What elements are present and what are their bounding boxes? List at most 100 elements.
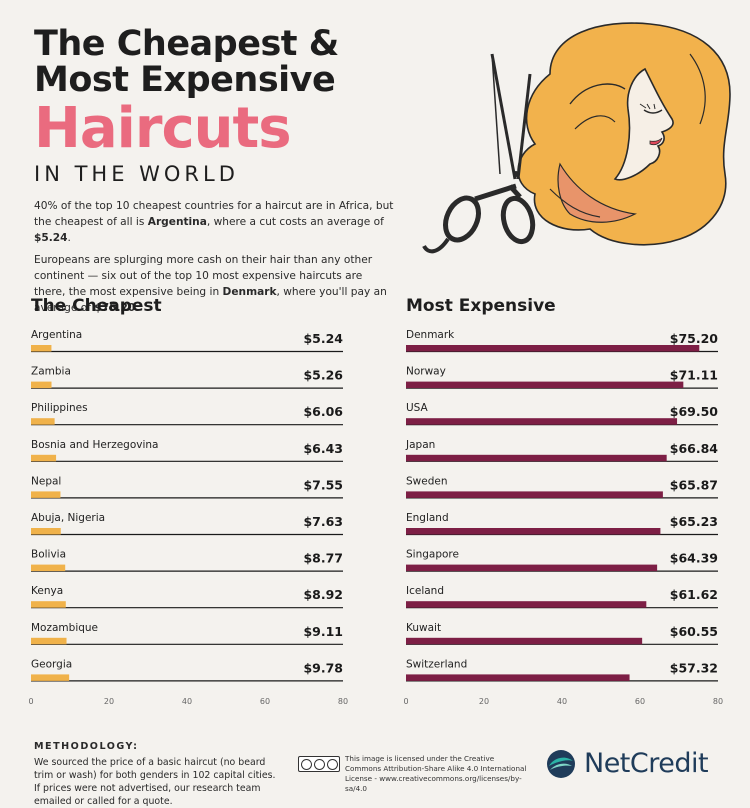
category-label: Denmark — [406, 329, 455, 341]
methodology: METHODOLOGY: We sourced the price of a b… — [34, 740, 284, 808]
intro-p2-a: Europeans are splurging more cash on the… — [34, 254, 373, 298]
license-block: This image is licensed under the Creativ… — [298, 754, 528, 794]
intro-p1-country: Argentina — [147, 216, 207, 228]
value-label: $71.11 — [670, 368, 718, 383]
value-label: $69.50 — [670, 404, 719, 419]
value-label: $9.78 — [303, 660, 343, 675]
value-label: $64.39 — [670, 551, 718, 566]
value-label: $7.63 — [303, 514, 343, 529]
methodology-text: We sourced the price of a basic haircut … — [34, 757, 276, 807]
bar — [31, 491, 61, 498]
bar — [31, 381, 52, 389]
bar — [31, 418, 55, 425]
category-label: Kenya — [31, 585, 63, 597]
bar — [406, 491, 663, 498]
face-icon — [613, 67, 674, 181]
tick-label: 0 — [403, 697, 408, 706]
category-label: Philippines — [31, 402, 88, 414]
intro-p2-e: . — [135, 302, 139, 314]
category-label: Mozambique — [31, 622, 98, 634]
value-label: $61.62 — [670, 587, 718, 602]
category-label: Singapore — [406, 549, 459, 561]
tick-label: 20 — [104, 697, 114, 706]
category-label: Japan — [405, 439, 435, 451]
netcredit-logo-icon — [547, 749, 575, 778]
bar — [31, 637, 67, 645]
intro-p2-price: $75.20 — [94, 302, 136, 314]
value-label: $9.11 — [303, 624, 343, 639]
category-label: Norway — [406, 366, 446, 378]
value-label: $65.87 — [670, 477, 718, 492]
value-label: $60.55 — [670, 624, 718, 639]
bar — [406, 418, 678, 425]
bar — [406, 528, 661, 535]
category-label: England — [406, 512, 449, 524]
cheapest-chart: The Cheapest Argentina $5.24 Zambia $5.26 Ph… — [28, 296, 348, 716]
bar — [406, 601, 647, 608]
bar — [31, 454, 57, 462]
value-label: $6.43 — [303, 441, 343, 456]
category-label: Sweden — [406, 475, 448, 487]
category-label: Bosnia and Herzegovina — [31, 439, 159, 451]
bar — [406, 345, 700, 352]
intro-p2-c: , where you'll pay an average of — [34, 286, 387, 314]
bar — [406, 454, 667, 462]
expensive-chart-svg: Denmark $75.20 Norway $71.11 USA $69.50 Japan $… — [403, 329, 723, 706]
bar — [406, 674, 630, 681]
creative-commons-icon — [298, 756, 340, 772]
cheapest-chart-title: The Cheapest — [31, 296, 162, 316]
bar — [31, 528, 61, 535]
expensive-chart-title: Most Expensive — [406, 296, 556, 316]
methodology-heading: METHODOLOGY: — [34, 741, 139, 752]
title-haircuts: Haircuts — [34, 96, 292, 161]
bar — [406, 564, 658, 572]
category-label: Argentina — [31, 329, 82, 341]
title-line-2: Most Expensive — [34, 60, 336, 100]
category-label: Iceland — [406, 585, 444, 597]
title-line-1: The Cheapest & — [34, 24, 339, 64]
value-label: $8.92 — [303, 587, 343, 602]
category-label: USA — [406, 402, 429, 414]
bar — [31, 601, 66, 608]
tick-label: 40 — [557, 697, 567, 706]
category-label: Nepal — [31, 475, 61, 487]
tick-label: 20 — [479, 697, 489, 706]
value-label: $7.55 — [303, 477, 343, 492]
tick-label: 0 — [28, 697, 33, 706]
value-label: $65.23 — [670, 514, 718, 529]
intro-text: 40% of the top 10 cheapest countries for… — [34, 198, 394, 322]
category-label: Bolivia — [31, 549, 66, 561]
tick-label: 80 — [338, 697, 348, 706]
value-label: $75.20 — [670, 331, 719, 346]
bar — [31, 674, 70, 681]
tick-label: 60 — [260, 697, 270, 706]
cheapest-chart-svg: Argentina $5.24 Zambia $5.26 Philippines $6.0… — [28, 329, 348, 706]
expensive-chart: Most Expensive Denmark $75.20 Norway $71.11… — [403, 296, 723, 716]
category-label: Switzerland — [406, 658, 467, 670]
title-block: The Cheapest & Most Expensive Haircuts I… — [34, 26, 339, 186]
bar — [31, 564, 66, 572]
category-label: Abuja, Nigeria — [31, 512, 105, 524]
brand-name: NetCredit — [584, 748, 709, 779]
category-label: Georgia — [31, 658, 72, 670]
category-label: Zambia — [31, 366, 71, 378]
intro-paragraph-1: 40% of the top 10 cheapest countries for… — [34, 198, 394, 246]
scissors-icon — [422, 53, 536, 254]
intro-paragraph-2: Europeans are splurging more cash on the… — [34, 252, 394, 316]
intro-p1-a: 40% of the top 10 cheapest countries for… — [34, 200, 394, 228]
value-label: $57.32 — [670, 660, 718, 675]
intro-p1-c: , where a cut costs an average of — [206, 216, 384, 228]
intro-p1-price: $5.24 — [34, 232, 68, 244]
tick-label: 40 — [182, 697, 192, 706]
value-label: $5.24 — [303, 331, 343, 346]
category-label: Kuwait — [406, 622, 441, 634]
woman-scissors-illustration — [422, 22, 731, 254]
bar — [31, 345, 52, 352]
netcredit-logo: NetCredit — [546, 748, 709, 779]
license-text: This image is licensed under the Creativ… — [345, 754, 527, 793]
value-label: $8.77 — [303, 551, 343, 566]
intro-p2-country: Denmark — [222, 286, 277, 298]
value-label: $6.06 — [303, 404, 343, 419]
bar — [406, 637, 643, 645]
title-subtitle: IN THE WORLD — [34, 162, 239, 186]
